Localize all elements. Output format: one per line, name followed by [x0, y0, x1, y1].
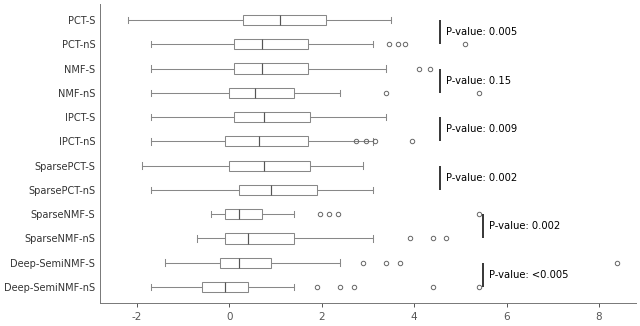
Bar	[225, 209, 262, 219]
Text: P-value: 0.005: P-value: 0.005	[445, 27, 517, 37]
Bar	[230, 160, 310, 171]
Bar	[243, 15, 326, 25]
Bar	[234, 112, 310, 122]
Bar	[225, 136, 308, 146]
Bar	[230, 88, 294, 98]
Text: P-value: <0.005: P-value: <0.005	[490, 270, 569, 280]
Bar	[220, 258, 271, 268]
Text: P-value: 0.002: P-value: 0.002	[445, 173, 517, 183]
Bar	[225, 233, 294, 244]
Bar	[234, 39, 308, 49]
Bar	[234, 64, 308, 74]
Text: P-value: 0.009: P-value: 0.009	[445, 124, 517, 134]
Bar	[239, 185, 317, 195]
Bar	[202, 282, 248, 292]
Text: P-value: 0.15: P-value: 0.15	[445, 76, 511, 86]
Text: P-value: 0.002: P-value: 0.002	[490, 221, 561, 231]
